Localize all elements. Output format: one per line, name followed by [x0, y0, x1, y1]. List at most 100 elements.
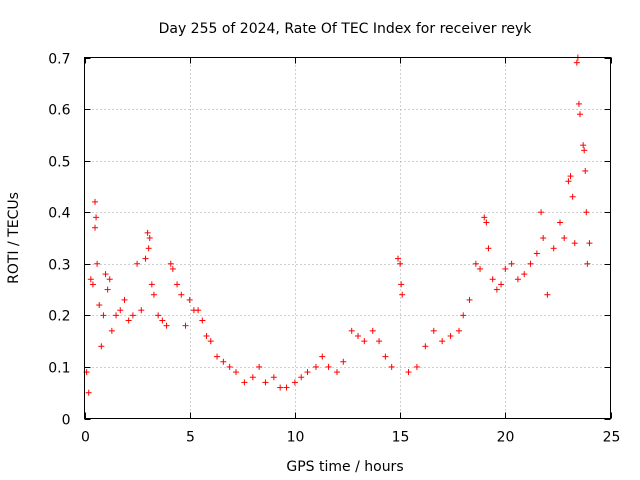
data-point: [262, 379, 269, 386]
data-point: [550, 245, 557, 252]
data-point: [413, 363, 420, 370]
data-point: [89, 281, 96, 288]
x-tick-label: 10: [287, 430, 305, 446]
data-point: [169, 265, 176, 272]
data-point: [214, 353, 221, 360]
data-point: [85, 389, 92, 396]
data-point: [144, 229, 151, 236]
data-point: [232, 369, 239, 376]
data-point: [145, 245, 152, 252]
data-point: [584, 260, 591, 267]
data-point: [477, 265, 484, 272]
data-point: [92, 224, 99, 231]
data-point: [508, 260, 515, 267]
x-tick-label: 0: [81, 430, 90, 446]
grid-lines: [84, 57, 611, 419]
data-point: [87, 276, 94, 283]
data-point: [94, 260, 101, 267]
x-tick-label: 15: [392, 430, 410, 446]
data-point: [405, 369, 412, 376]
data-point: [203, 332, 210, 339]
data-point: [398, 281, 405, 288]
data-point: [502, 265, 509, 272]
data-point: [178, 291, 185, 298]
data-point: [382, 353, 389, 360]
data-point: [573, 59, 580, 66]
data-point: [489, 276, 496, 283]
data-point: [540, 235, 547, 241]
data-point: [182, 322, 189, 329]
data-point: [207, 338, 214, 345]
x-tick-label: 20: [497, 430, 515, 446]
data-point: [333, 369, 340, 376]
data-point: [544, 291, 551, 298]
data-point: [270, 374, 277, 381]
data-point: [199, 317, 206, 324]
data-point: [125, 317, 132, 324]
data-point: [376, 338, 383, 345]
data-point: [348, 327, 355, 334]
data-point: [104, 286, 111, 293]
data-point: [430, 327, 437, 334]
data-point: [369, 327, 376, 334]
data-point: [249, 374, 256, 381]
data-point: [571, 240, 578, 247]
data-point: [561, 235, 568, 241]
data-point: [304, 369, 311, 376]
data-point: [138, 307, 145, 314]
data-point: [472, 260, 479, 267]
data-point: [397, 260, 404, 267]
data-point: [155, 312, 162, 319]
data-point: [586, 240, 593, 247]
data-point: [498, 281, 505, 288]
data-point: [96, 302, 103, 309]
x-axis-label: GPS time / hours: [286, 459, 403, 475]
x-tick-label: 5: [186, 430, 195, 446]
data-point: [460, 312, 467, 319]
plot-frame: [84, 57, 611, 419]
data-point: [93, 214, 100, 221]
data-point: [220, 358, 227, 365]
data-point: [298, 374, 305, 381]
data-point: [325, 363, 332, 370]
data-point: [142, 255, 149, 262]
y-tick-label: 0.5: [48, 155, 70, 171]
data-point: [98, 343, 105, 350]
data-point: [388, 363, 395, 370]
data-point: [355, 332, 362, 339]
y-tick-label: 0.2: [48, 309, 70, 325]
axis-ticks: 0 5 10 15 20 25 0 0.1 0.2 0.3 0.4 0.5 0.6 0.7: [48, 52, 620, 446]
data-point: [108, 327, 115, 334]
data-point: [167, 260, 174, 267]
data-point: [399, 291, 406, 298]
data-point: [163, 322, 170, 329]
data-point: [186, 296, 193, 303]
data-point: [195, 307, 202, 314]
data-point: [493, 286, 500, 293]
data-point: [283, 384, 290, 391]
data-point: [117, 307, 124, 314]
data-point: [148, 281, 155, 288]
data-point: [521, 271, 528, 278]
data-point: [102, 271, 109, 278]
data-point: [466, 296, 473, 303]
data-point: [481, 214, 488, 221]
data-points: [83, 54, 593, 396]
data-point: [340, 358, 347, 365]
data-point: [106, 276, 113, 283]
data-point: [538, 209, 545, 216]
data-point: [394, 255, 401, 262]
data-point: [569, 193, 576, 200]
data-point: [319, 353, 326, 360]
y-tick-label: 0.6: [48, 103, 70, 119]
data-point: [456, 327, 463, 334]
data-point: [514, 276, 521, 283]
data-point: [485, 245, 492, 252]
data-point: [422, 343, 429, 350]
data-point: [291, 379, 298, 386]
y-tick-label: 0.7: [48, 52, 70, 68]
y-tick-label: 0: [62, 413, 71, 429]
data-point: [312, 363, 319, 370]
data-point: [576, 111, 583, 118]
